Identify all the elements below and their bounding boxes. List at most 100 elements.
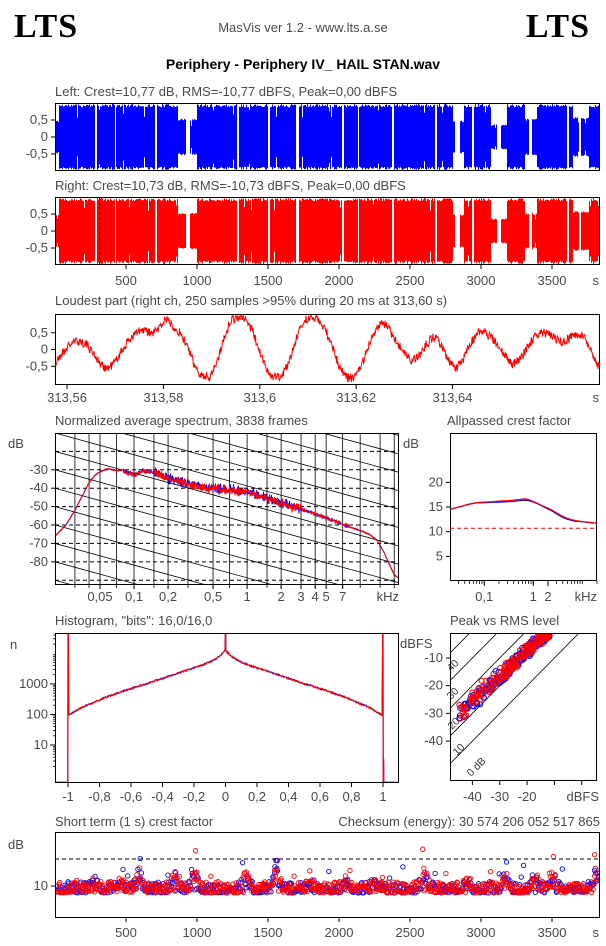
svg-text:1000: 1000 [19, 676, 48, 691]
svg-text:5: 5 [436, 548, 443, 563]
svg-text:-0,5: -0,5 [26, 146, 48, 161]
lts-logo-right: LTS [525, 8, 590, 45]
right-waveform-plot: 0,5 0 -0,5 [26, 197, 600, 265]
svg-text:-1: -1 [62, 789, 74, 804]
svg-text:-0,8: -0,8 [88, 789, 110, 804]
svg-text:-0,2: -0,2 [183, 789, 205, 804]
lts-logo-left: LTS [14, 8, 79, 45]
svg-text:1500: 1500 [254, 925, 283, 940]
svg-text:-40: -40 [463, 789, 482, 804]
svg-text:-20: -20 [424, 678, 443, 693]
svg-text:2: 2 [278, 589, 285, 604]
svg-text:0,2: 0,2 [248, 789, 266, 804]
svg-text:313,56: 313,56 [47, 390, 87, 405]
spectrum-plot: -30 -40 -50 -60 -70 -80 0,05 0,1 0,2 0,5 1 2 3 4 5 7 kHz… [8, 433, 399, 604]
svg-text:-70: -70 [29, 535, 48, 550]
svg-text:1000: 1000 [183, 925, 212, 940]
svg-text:-0,5: -0,5 [26, 240, 48, 255]
svg-text:dB: dB [403, 436, 419, 451]
svg-text:1500: 1500 [254, 273, 283, 288]
histogram-plot: 10 100 1000 -1 -0,8 -0,6 -0,4 -0,2 0 0,2 0,4 0,6 0,8… [10, 633, 399, 804]
svg-text:500: 500 [115, 925, 137, 940]
spectrum-title: Normalized average spectrum, 3838 frames [55, 413, 308, 428]
short-term-crest-title: Short term (1 s) crest factor [55, 814, 214, 829]
svg-text:0: 0 [41, 223, 48, 238]
svg-text:313,64: 313,64 [433, 390, 473, 405]
allpassed-crest-plot: 5 10 15 20 0,1 1 2 kHz dB [403, 433, 598, 604]
svg-text:dB: dB [8, 436, 24, 451]
svg-text:dBFS: dBFS [566, 789, 599, 804]
left-channel-stats-title: Left: Crest=10,77 dB, RMS=-10,77 dBFS, P… [55, 84, 398, 99]
peak-vs-rms-title: Peak vs RMS level [450, 613, 560, 628]
svg-text:0 dB: 0 dB [465, 755, 489, 779]
svg-text:0,2: 0,2 [159, 589, 177, 604]
svg-text:dB: dB [8, 837, 24, 852]
svg-text:4: 4 [312, 589, 319, 604]
svg-text:-0,4: -0,4 [151, 789, 173, 804]
svg-text:s: s [593, 925, 600, 940]
svg-text:0,1: 0,1 [125, 589, 143, 604]
svg-text:0,5: 0,5 [30, 206, 48, 221]
svg-text:313,58: 313,58 [144, 390, 184, 405]
svg-text:10: 10 [34, 878, 48, 893]
app-version-text: MasVis ver 1.2 - www.lts.a.se [218, 20, 388, 35]
svg-text:0: 0 [41, 129, 48, 144]
svg-text:1000: 1000 [183, 273, 212, 288]
svg-text:-30: -30 [29, 462, 48, 477]
svg-text:3500: 3500 [538, 273, 567, 288]
svg-text:-30: -30 [424, 705, 443, 720]
right-channel-stats-title: Right: Crest=10,73 dB, RMS=-10,73 dBFS, … [55, 178, 406, 193]
svg-text:0,5: 0,5 [30, 325, 48, 340]
svg-text:-20: -20 [518, 789, 537, 804]
svg-text:dBFS: dBFS [400, 636, 433, 651]
svg-text:100: 100 [26, 706, 48, 721]
svg-text:kHz: kHz [377, 589, 399, 604]
svg-text:0,5: 0,5 [30, 112, 48, 127]
svg-text:0,8: 0,8 [342, 789, 360, 804]
svg-text:0: 0 [41, 342, 48, 357]
svg-text:2500: 2500 [396, 273, 425, 288]
svg-text:7: 7 [339, 589, 346, 604]
svg-text:0,4: 0,4 [279, 789, 297, 804]
svg-text:-40: -40 [29, 480, 48, 495]
svg-text:-30: -30 [490, 789, 509, 804]
svg-text:10: 10 [451, 741, 468, 758]
short-term-crest-plot: 10 500 1000 1500 2000 2500 3000 3500 s dB [8, 832, 600, 940]
histogram-title: Histogram, "bits": 16,0/16,0 [55, 613, 213, 628]
svg-text:3000: 3000 [467, 273, 496, 288]
svg-text:3: 3 [297, 589, 304, 604]
svg-text:-60: -60 [29, 517, 48, 532]
svg-text:n: n [10, 637, 17, 652]
svg-text:-80: -80 [29, 554, 48, 569]
svg-text:2000: 2000 [325, 925, 354, 940]
left-waveform-plot: 0,5 0 -0,5 [26, 103, 600, 171]
svg-text:0,05: 0,05 [87, 589, 112, 604]
svg-text:5: 5 [323, 589, 330, 604]
allpassed-crest-title: Allpassed crest factor [447, 413, 572, 428]
loudest-part-plot: 0,5 0-0,5 313,56 313,58 313,6 313,62 313,64 s [26, 314, 601, 405]
svg-text:-10: -10 [424, 650, 443, 665]
svg-text:3500: 3500 [538, 925, 567, 940]
svg-text:-0,5: -0,5 [26, 358, 48, 373]
svg-text:1: 1 [530, 589, 537, 604]
svg-text:1: 1 [379, 789, 386, 804]
svg-text:2000: 2000 [325, 273, 354, 288]
svg-text:313,62: 313,62 [336, 390, 376, 405]
svg-text:10: 10 [429, 524, 443, 539]
svg-text:0,6: 0,6 [311, 789, 329, 804]
svg-text:-0,6: -0,6 [120, 789, 142, 804]
svg-text:s: s [593, 273, 600, 288]
svg-text:10: 10 [34, 737, 48, 752]
svg-text:20: 20 [429, 474, 443, 489]
svg-text:-50: -50 [29, 499, 48, 514]
svg-text:s: s [593, 390, 600, 405]
svg-text:1: 1 [243, 589, 250, 604]
svg-text:2500: 2500 [396, 925, 425, 940]
waveform-time-axis: 500 1000 1500 2000 2500 3000 3500 s [115, 265, 600, 288]
svg-text:kHz: kHz [575, 589, 597, 604]
svg-text:500: 500 [115, 273, 137, 288]
loudest-part-title: Loudest part (right ch, 250 samples >95%… [55, 293, 448, 308]
checksum-text: Checksum (energy): 30 574 206 052 517 86… [338, 814, 600, 829]
